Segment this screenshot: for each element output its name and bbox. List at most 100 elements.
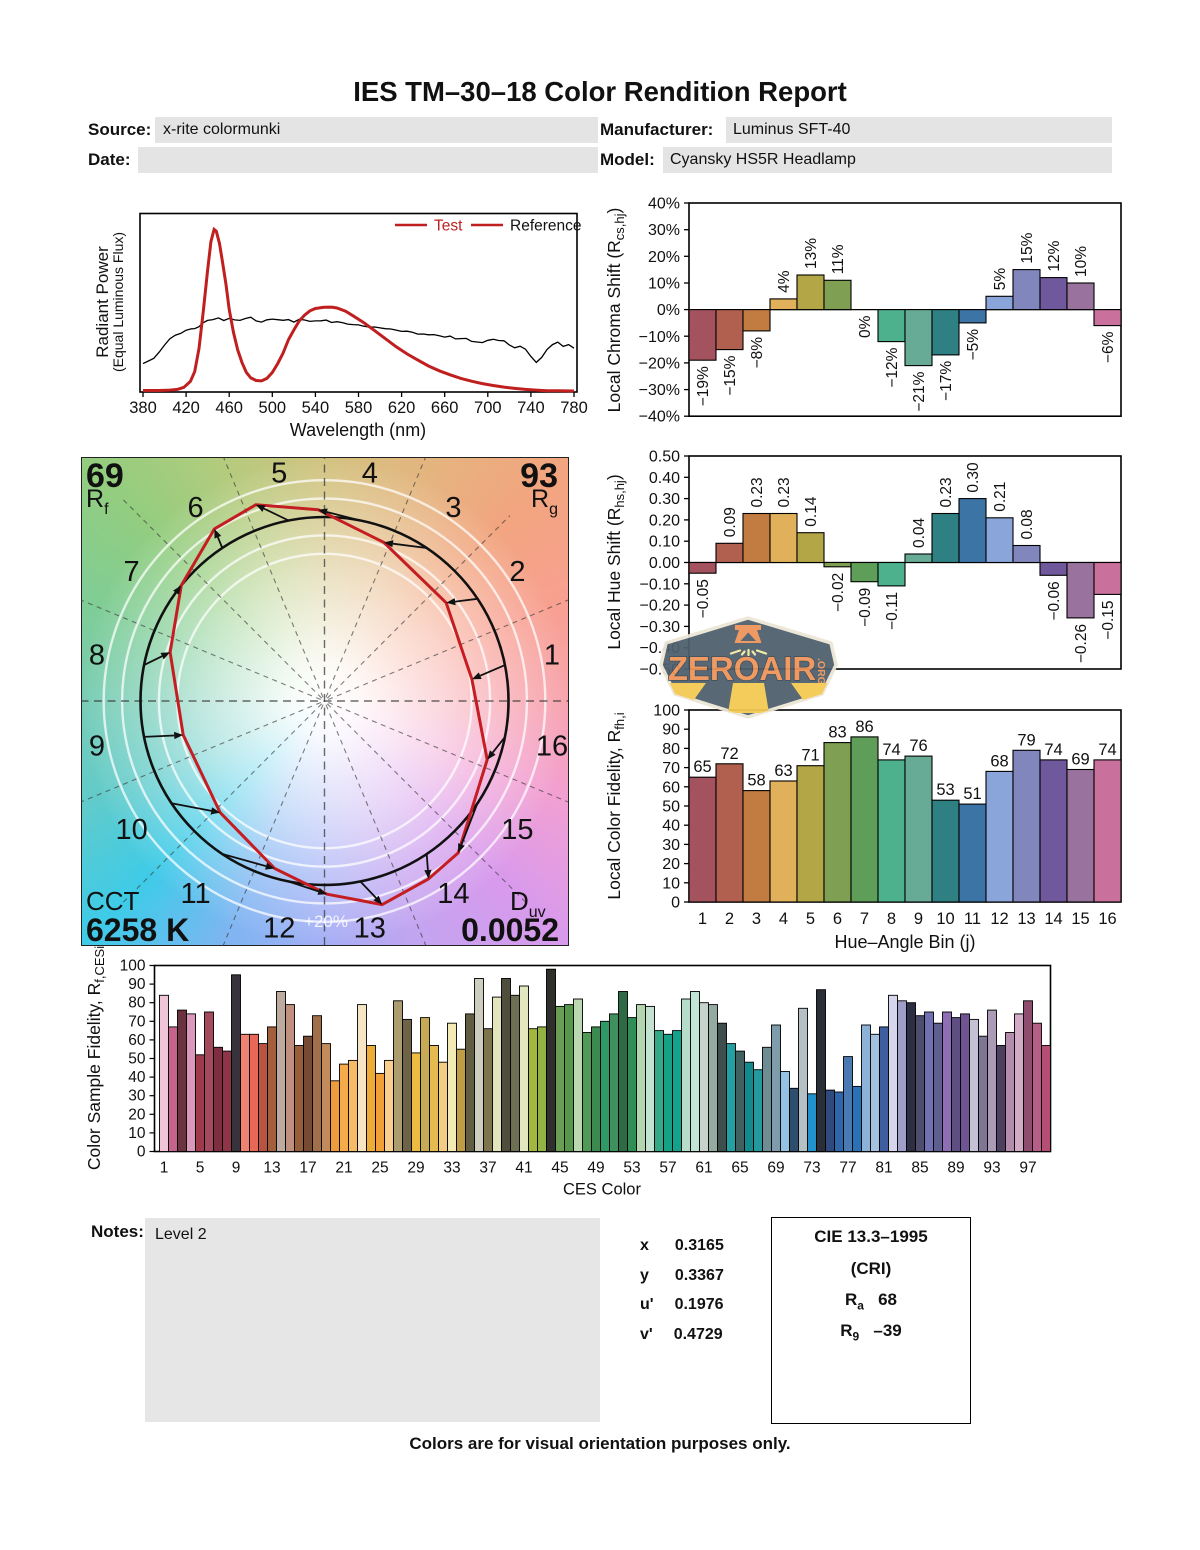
svg-text:79: 79 — [1017, 731, 1035, 749]
svg-text:15: 15 — [501, 814, 533, 846]
svg-text:Radiant Power: Radiant Power — [93, 246, 112, 358]
svg-text:−19%: −19% — [695, 366, 712, 406]
svg-text:9: 9 — [914, 910, 923, 928]
svg-text:20: 20 — [662, 856, 680, 873]
svg-text:7: 7 — [860, 910, 869, 928]
svg-text:53: 53 — [936, 781, 954, 799]
svg-text:12: 12 — [990, 910, 1008, 928]
svg-text:100: 100 — [120, 958, 146, 975]
svg-text:30%: 30% — [648, 222, 680, 239]
svg-text:76: 76 — [909, 737, 927, 755]
svg-text:6: 6 — [833, 910, 842, 928]
svg-text:10: 10 — [115, 814, 147, 846]
svg-text:63: 63 — [774, 762, 792, 780]
svg-text:13%: 13% — [803, 238, 820, 269]
svg-text:17: 17 — [299, 1160, 316, 1177]
svg-text:−10%: −10% — [639, 329, 680, 346]
svg-text:90: 90 — [128, 976, 146, 993]
svg-text:0.20: 0.20 — [649, 512, 680, 529]
svg-text:73: 73 — [803, 1160, 820, 1177]
svg-text:−0.06: −0.06 — [1046, 581, 1063, 620]
svg-text:0.30: 0.30 — [649, 491, 680, 508]
svg-text:6258 K: 6258 K — [86, 912, 189, 948]
svg-text:−17%: −17% — [938, 361, 955, 401]
svg-text:1: 1 — [160, 1160, 169, 1177]
svg-text:Color Sample Fidelity, Rf,CESi: Color Sample Fidelity, Rf,CESi — [84, 946, 107, 1170]
svg-text:1: 1 — [698, 910, 707, 928]
svg-text:10%: 10% — [648, 276, 680, 293]
svg-text:81: 81 — [875, 1160, 892, 1177]
svg-text:53: 53 — [623, 1160, 640, 1177]
svg-text:90: 90 — [662, 722, 680, 739]
svg-text:2: 2 — [509, 556, 525, 588]
svg-text:65: 65 — [693, 758, 711, 776]
svg-text:420: 420 — [172, 399, 200, 417]
svg-text:780: 780 — [560, 399, 588, 417]
svg-text:Local Chroma Shift (Rcs,hj): Local Chroma Shift (Rcs,hj) — [604, 208, 627, 413]
svg-text:6: 6 — [188, 492, 204, 524]
svg-text:Rf: Rf — [86, 485, 109, 518]
svg-text:12%: 12% — [1046, 240, 1063, 271]
svg-text:2: 2 — [725, 910, 734, 928]
svg-text:57: 57 — [659, 1160, 676, 1177]
svg-text:0.00: 0.00 — [649, 555, 680, 572]
svg-text:70: 70 — [128, 1013, 146, 1030]
svg-text:74: 74 — [1098, 741, 1116, 759]
svg-text:−21%: −21% — [911, 371, 928, 411]
svg-text:740: 740 — [517, 399, 545, 417]
svg-text:5: 5 — [196, 1160, 205, 1177]
svg-text:−0.20: −0.20 — [640, 598, 681, 615]
svg-text:29: 29 — [407, 1160, 424, 1177]
svg-text:40: 40 — [662, 818, 680, 835]
svg-text:16: 16 — [536, 730, 568, 762]
svg-text:12: 12 — [263, 913, 295, 945]
svg-text:15: 15 — [1071, 910, 1089, 928]
svg-text:−0.11: −0.11 — [884, 592, 901, 630]
svg-text:1: 1 — [544, 640, 560, 672]
svg-text:13: 13 — [1017, 910, 1035, 928]
svg-text:CES Color: CES Color — [563, 1181, 641, 1199]
svg-text:21: 21 — [335, 1160, 352, 1177]
svg-text:40%: 40% — [648, 196, 680, 213]
svg-text:74: 74 — [1044, 741, 1062, 759]
svg-text:−40%: −40% — [639, 409, 680, 426]
svg-text:0: 0 — [137, 1144, 146, 1161]
svg-text:80: 80 — [662, 741, 680, 758]
svg-text:7: 7 — [124, 556, 140, 588]
svg-text:0.23: 0.23 — [776, 477, 793, 507]
svg-text:−6%: −6% — [1100, 331, 1117, 363]
svg-text:500: 500 — [259, 399, 287, 417]
svg-text:Wavelength (nm): Wavelength (nm) — [290, 420, 426, 440]
svg-text:68: 68 — [990, 752, 1008, 770]
svg-text:30: 30 — [128, 1088, 146, 1105]
svg-text:13: 13 — [354, 913, 386, 945]
svg-text:16: 16 — [1098, 910, 1116, 928]
svg-text:10%: 10% — [1073, 246, 1090, 277]
svg-text:86: 86 — [855, 718, 873, 736]
svg-text:10: 10 — [936, 910, 954, 928]
svg-text:8: 8 — [89, 640, 105, 672]
svg-text:−0.09: −0.09 — [857, 588, 874, 627]
svg-text:0%: 0% — [857, 315, 874, 338]
svg-text:5%: 5% — [992, 268, 1009, 291]
svg-text:70: 70 — [662, 760, 680, 777]
svg-text:11%: 11% — [830, 244, 847, 274]
svg-text:700: 700 — [474, 399, 502, 417]
svg-text:74: 74 — [882, 741, 900, 759]
svg-text:93: 93 — [983, 1160, 1000, 1177]
svg-text:ZEROAIR: ZEROAIR — [668, 650, 817, 687]
svg-text:33: 33 — [443, 1160, 460, 1177]
svg-text:58: 58 — [747, 772, 765, 790]
svg-text:14: 14 — [1044, 910, 1062, 928]
svg-text:15%: 15% — [1019, 232, 1036, 263]
svg-text:0.40: 0.40 — [649, 470, 680, 487]
svg-text:0.04: 0.04 — [911, 517, 928, 548]
svg-text:37: 37 — [479, 1160, 496, 1177]
svg-text:25: 25 — [371, 1160, 388, 1177]
svg-text:30: 30 — [662, 837, 680, 854]
svg-text:72: 72 — [720, 745, 738, 763]
svg-text:40: 40 — [128, 1069, 146, 1086]
svg-text:5: 5 — [806, 910, 815, 928]
svg-text:−15%: −15% — [722, 355, 739, 395]
svg-text:97: 97 — [1019, 1160, 1036, 1177]
